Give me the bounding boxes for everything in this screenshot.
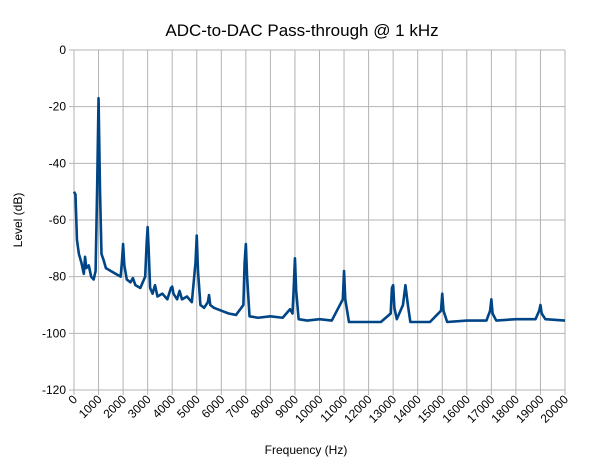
x-tick-label: 2000 [100, 392, 129, 421]
x-tick-label: 7000 [223, 392, 252, 421]
x-tick-label: 6000 [199, 392, 228, 421]
x-tick-label: 0 [65, 392, 80, 407]
x-tick-label: 10000 [292, 392, 326, 426]
x-tick-label: 4000 [150, 392, 179, 421]
y-tick-label: -40 [49, 156, 67, 170]
chart-title: ADC-to-DAC Pass-through @ 1 kHz [165, 21, 438, 40]
x-tick-label: 8000 [248, 392, 277, 421]
x-tick-label: 20000 [538, 392, 572, 426]
y-tick-label: -60 [49, 213, 67, 227]
line-series [72, 96, 566, 324]
x-tick-label: 1000 [76, 392, 105, 421]
x-tick-label: 3000 [125, 392, 154, 421]
y-tick-label: -20 [49, 100, 67, 114]
x-axis-label: Frequency (Hz) [265, 443, 348, 457]
y-tick-label: -120 [42, 383, 66, 397]
x-tick-label: 5000 [174, 392, 203, 421]
y-tick-label: -100 [42, 326, 66, 340]
y-tick-label: 0 [59, 43, 66, 57]
y-axis-label: Level (dB) [11, 193, 25, 248]
y-tick-label: -80 [49, 270, 67, 284]
